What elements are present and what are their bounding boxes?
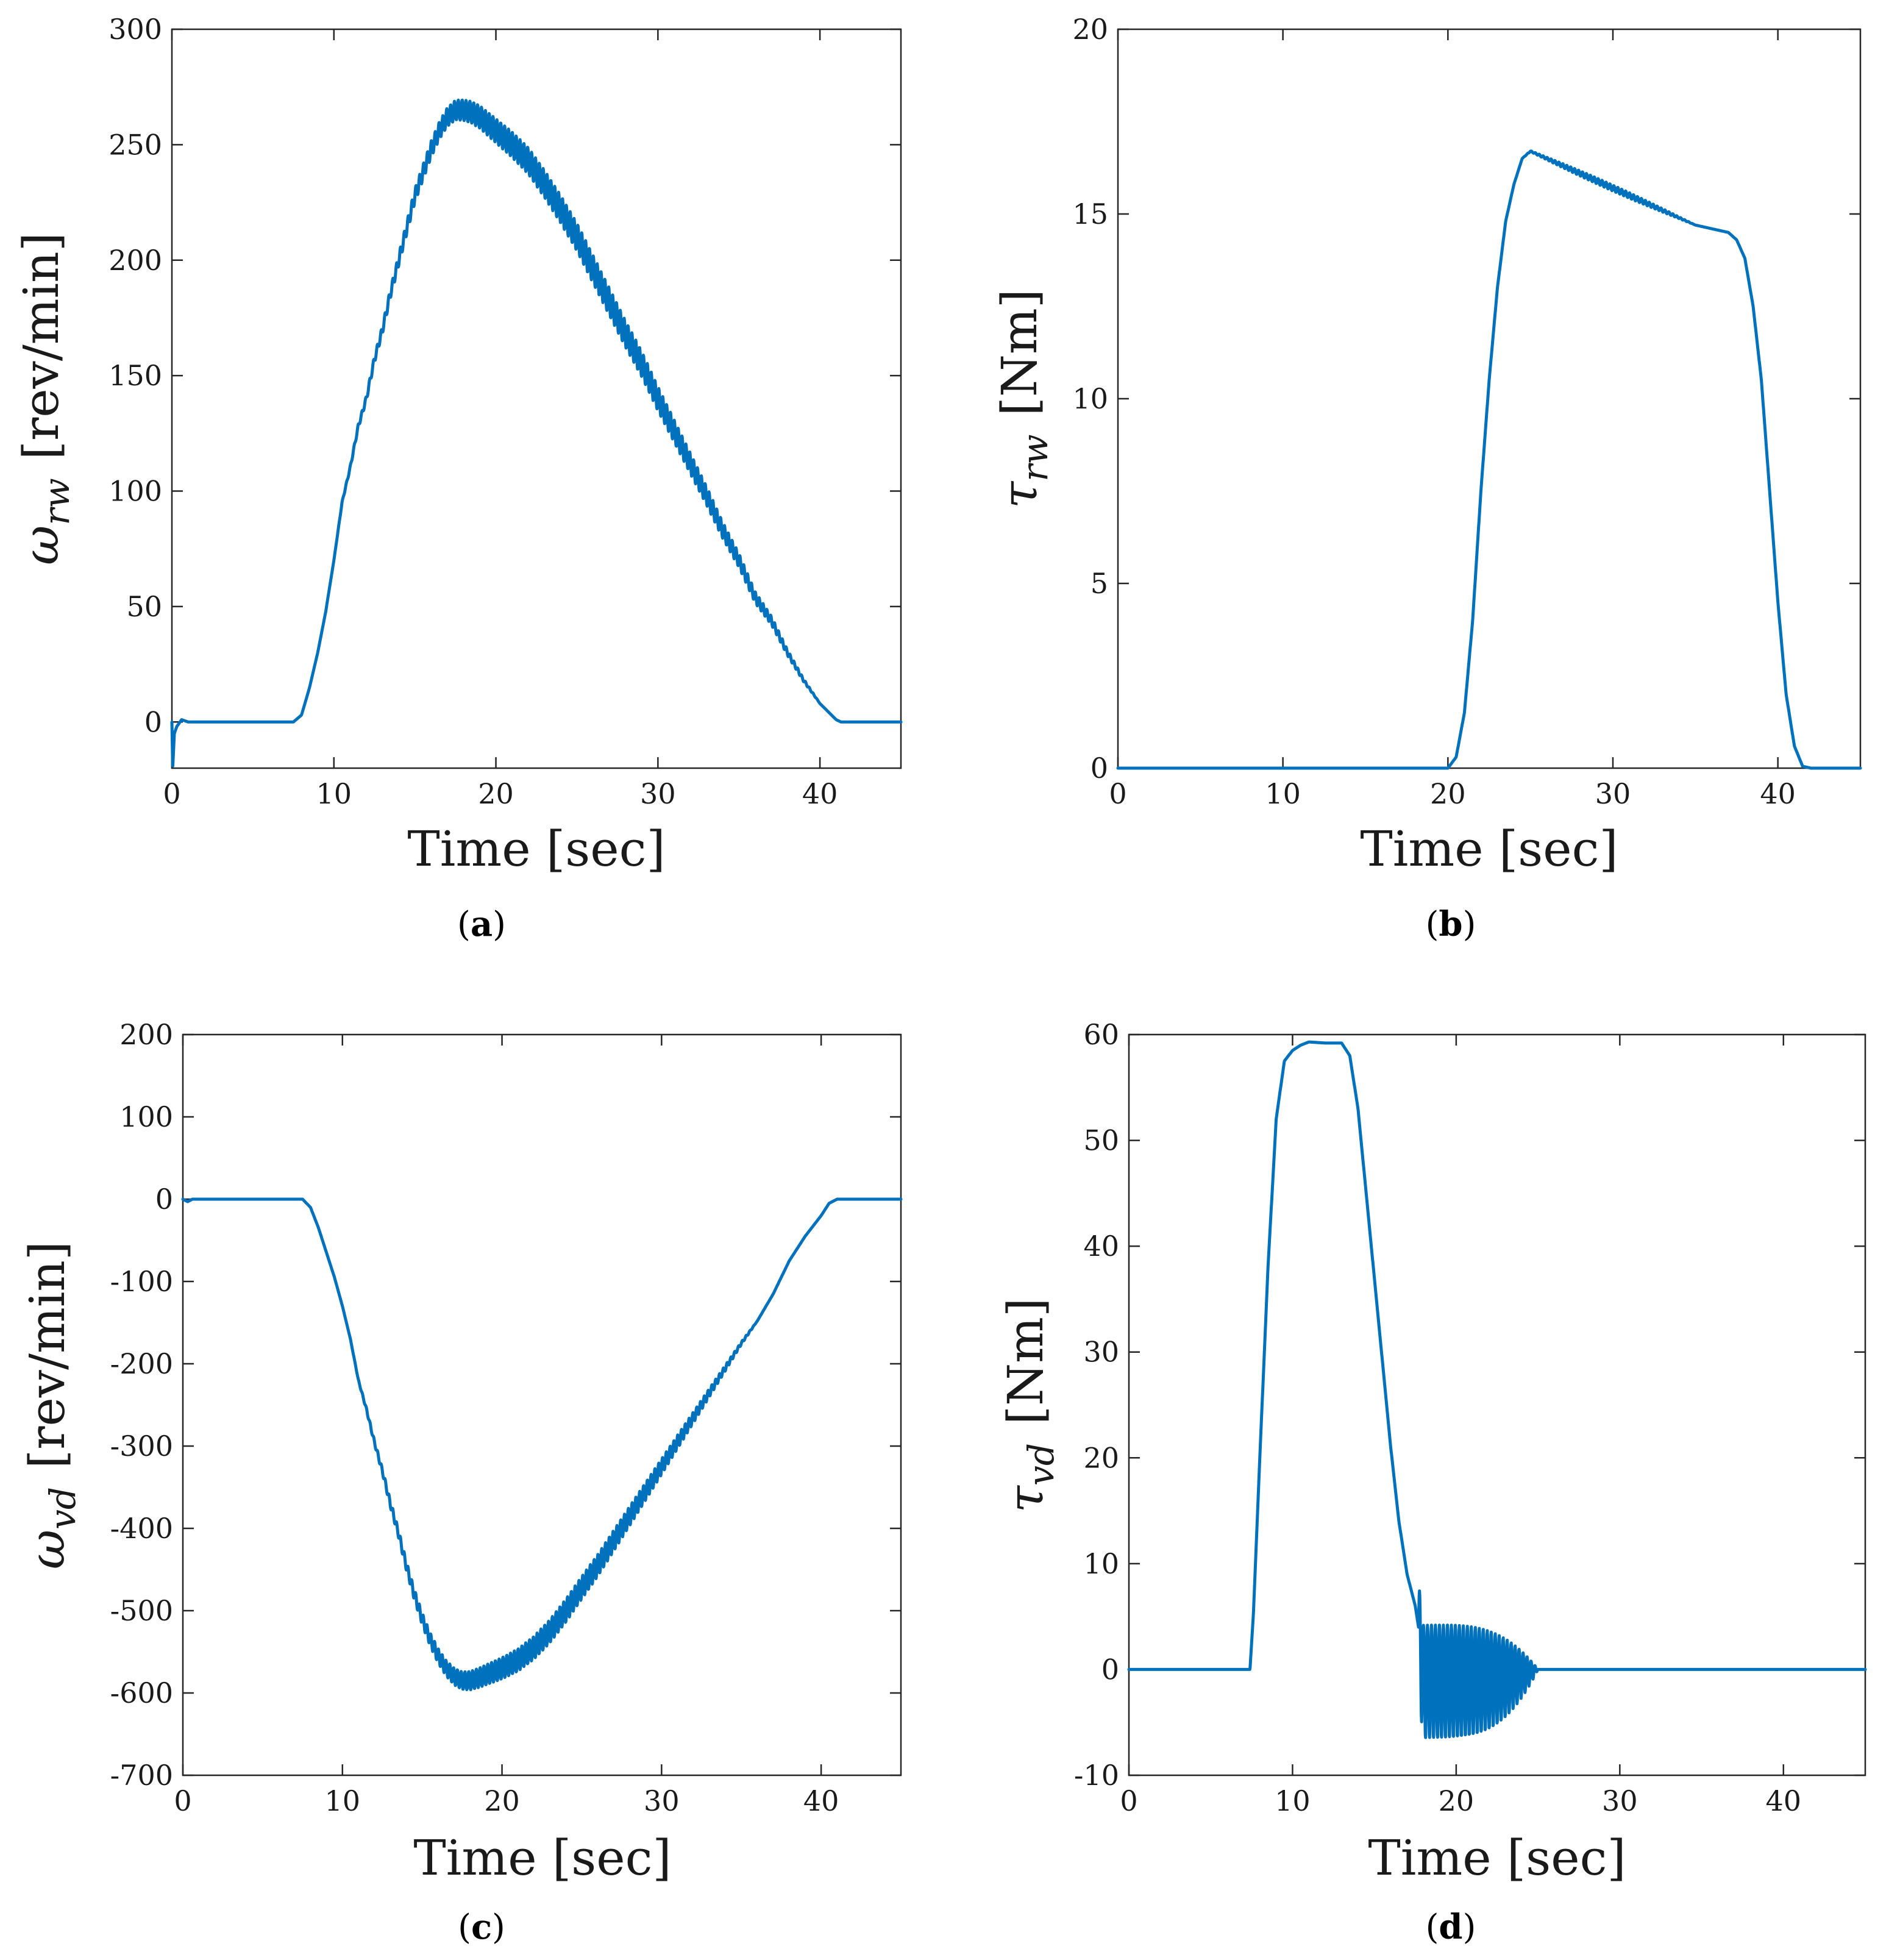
xlabel-a: Time [sec] bbox=[407, 821, 665, 877]
ytick-label-c-5: -200 bbox=[110, 1347, 173, 1380]
ytick-label-c-0: -700 bbox=[110, 1759, 173, 1792]
ytick-label-a-1: 50 bbox=[126, 590, 162, 623]
xtick-label-d-0: 0 bbox=[1120, 1784, 1137, 1817]
ylabel-a-symbol: ω bbox=[13, 526, 69, 565]
caption-b-letter: b bbox=[1439, 904, 1462, 944]
xtick-label-d-4: 40 bbox=[1766, 1784, 1802, 1817]
xtick-label-c-3: 30 bbox=[644, 1784, 680, 1817]
ytick-label-b-3: 15 bbox=[1072, 198, 1108, 230]
panel-c: 0 10 20 30 40 -700 -600 -500 -400 -300 -200 -100 0 10… bbox=[19, 1018, 903, 1947]
ylabel-a: ωrw [rev/min] bbox=[13, 232, 77, 565]
caption-b: (b) bbox=[1426, 904, 1476, 944]
panel-b: 0 10 20 30 40 0 5 10 15 20 Time [sec] τrw [Nm] (b) bbox=[991, 13, 1862, 944]
series-line-d bbox=[1127, 1040, 1867, 1739]
caption-c: (c) bbox=[458, 1907, 505, 1947]
caption-a-letter: a bbox=[471, 904, 493, 944]
caption-c-letter: c bbox=[471, 1907, 492, 1947]
ytick-label-d-2: 10 bbox=[1083, 1547, 1119, 1580]
ytick-label-b-4: 20 bbox=[1072, 13, 1108, 46]
ytick-label-d-7: 60 bbox=[1083, 1018, 1119, 1051]
ylabel-d: τvd [Nm] bbox=[997, 1298, 1062, 1513]
caption-d: (d) bbox=[1426, 1907, 1476, 1947]
xtick-label-c-2: 20 bbox=[484, 1784, 520, 1817]
ylabel-b-subscript: rw bbox=[1014, 434, 1056, 481]
ticks-a: 0 10 20 30 40 0 50 100 150 200 250 300 bbox=[109, 13, 901, 810]
plot-frame-a bbox=[171, 28, 902, 769]
ylabel-d-unit: [Nm] bbox=[997, 1298, 1054, 1425]
xtick-label-b-1: 10 bbox=[1265, 777, 1301, 810]
xlabel-c: Time [sec] bbox=[413, 1830, 671, 1886]
xtick-label-b-4: 40 bbox=[1760, 777, 1796, 810]
ytick-label-d-0: -10 bbox=[1074, 1759, 1119, 1792]
ytick-label-a-3: 150 bbox=[109, 359, 162, 392]
ytick-label-d-3: 20 bbox=[1083, 1441, 1119, 1474]
xtick-label-a-3: 30 bbox=[640, 777, 676, 810]
xtick-label-d-2: 20 bbox=[1439, 1784, 1475, 1817]
ytick-label-a-0: 0 bbox=[144, 705, 162, 738]
ytick-label-c-8: 100 bbox=[119, 1100, 173, 1133]
xlabel-b: Time [sec] bbox=[1360, 821, 1618, 877]
xtick-label-c-1: 10 bbox=[325, 1784, 361, 1817]
caption-a: (a) bbox=[457, 904, 506, 944]
xlabel-d: Time [sec] bbox=[1368, 1830, 1626, 1886]
xtick-label-a-4: 40 bbox=[802, 777, 838, 810]
series-line-b bbox=[1116, 149, 1862, 770]
xtick-label-b-3: 30 bbox=[1595, 777, 1631, 810]
ticks-c: 0 10 20 30 40 -700 -600 -500 -400 -300 -200 -100 0 10… bbox=[110, 1018, 901, 1817]
xtick-label-a-1: 10 bbox=[316, 777, 352, 810]
ticks-b: 0 10 20 30 40 0 5 10 15 20 bbox=[1072, 13, 1860, 810]
ytick-label-a-5: 250 bbox=[109, 128, 162, 161]
series-line-a bbox=[170, 98, 903, 768]
ytick-label-a-2: 100 bbox=[109, 475, 162, 508]
ylabel-c-symbol: ω bbox=[19, 1530, 76, 1569]
ytick-label-c-6: -100 bbox=[110, 1265, 173, 1298]
ytick-label-d-4: 30 bbox=[1083, 1336, 1119, 1369]
ytick-label-c-3: -400 bbox=[110, 1512, 173, 1545]
panel-a: 0 10 20 30 40 0 50 100 150 200 250 300 Time [sec] ω… bbox=[13, 13, 903, 944]
plot-frame-c bbox=[182, 1033, 902, 1776]
ytick-label-b-2: 10 bbox=[1072, 382, 1108, 415]
ylabel-d-subscript: vd bbox=[1020, 1443, 1062, 1486]
xtick-label-c-4: 40 bbox=[803, 1784, 839, 1817]
ylabel-c-subscript: vd bbox=[42, 1487, 84, 1530]
series-line-c bbox=[181, 1197, 903, 1692]
ytick-label-c-7: 0 bbox=[155, 1183, 173, 1216]
xtick-label-a-0: 0 bbox=[163, 777, 180, 810]
ytick-label-c-4: -300 bbox=[110, 1430, 173, 1463]
xtick-label-a-2: 20 bbox=[478, 777, 514, 810]
xtick-label-c-0: 0 bbox=[174, 1784, 191, 1817]
ytick-label-c-2: -500 bbox=[110, 1594, 173, 1627]
ylabel-c-unit: [rev/min] bbox=[19, 1241, 76, 1469]
ylabel-a-subscript: rw bbox=[36, 478, 77, 525]
ylabel-d-symbol: τ bbox=[997, 1484, 1054, 1513]
xtick-label-b-2: 20 bbox=[1430, 777, 1466, 810]
ytick-label-d-1: 0 bbox=[1101, 1653, 1119, 1686]
xtick-label-d-3: 30 bbox=[1602, 1784, 1638, 1817]
ylabel-b-symbol: τ bbox=[991, 480, 1048, 508]
caption-d-letter: d bbox=[1439, 1907, 1462, 1947]
ytick-label-a-4: 200 bbox=[109, 244, 162, 277]
ytick-label-c-1: -600 bbox=[110, 1677, 173, 1709]
ylabel-a-unit: [rev/min] bbox=[13, 232, 69, 460]
xtick-label-d-1: 10 bbox=[1275, 1784, 1311, 1817]
ytick-label-d-5: 40 bbox=[1083, 1230, 1119, 1263]
xtick-label-b-0: 0 bbox=[1109, 777, 1126, 810]
plot-frame-d bbox=[1128, 1033, 1866, 1776]
ytick-label-c-9: 200 bbox=[119, 1018, 173, 1051]
ytick-label-b-1: 5 bbox=[1091, 567, 1108, 600]
ylabel-b-unit: [Nm] bbox=[991, 289, 1048, 416]
ylabel-b: τrw [Nm] bbox=[991, 289, 1056, 508]
ylabel-c: ωvd [rev/min] bbox=[19, 1241, 84, 1569]
ytick-label-d-6: 50 bbox=[1083, 1124, 1119, 1157]
ytick-label-a-6: 300 bbox=[109, 13, 162, 46]
ytick-label-b-0: 0 bbox=[1091, 752, 1108, 785]
